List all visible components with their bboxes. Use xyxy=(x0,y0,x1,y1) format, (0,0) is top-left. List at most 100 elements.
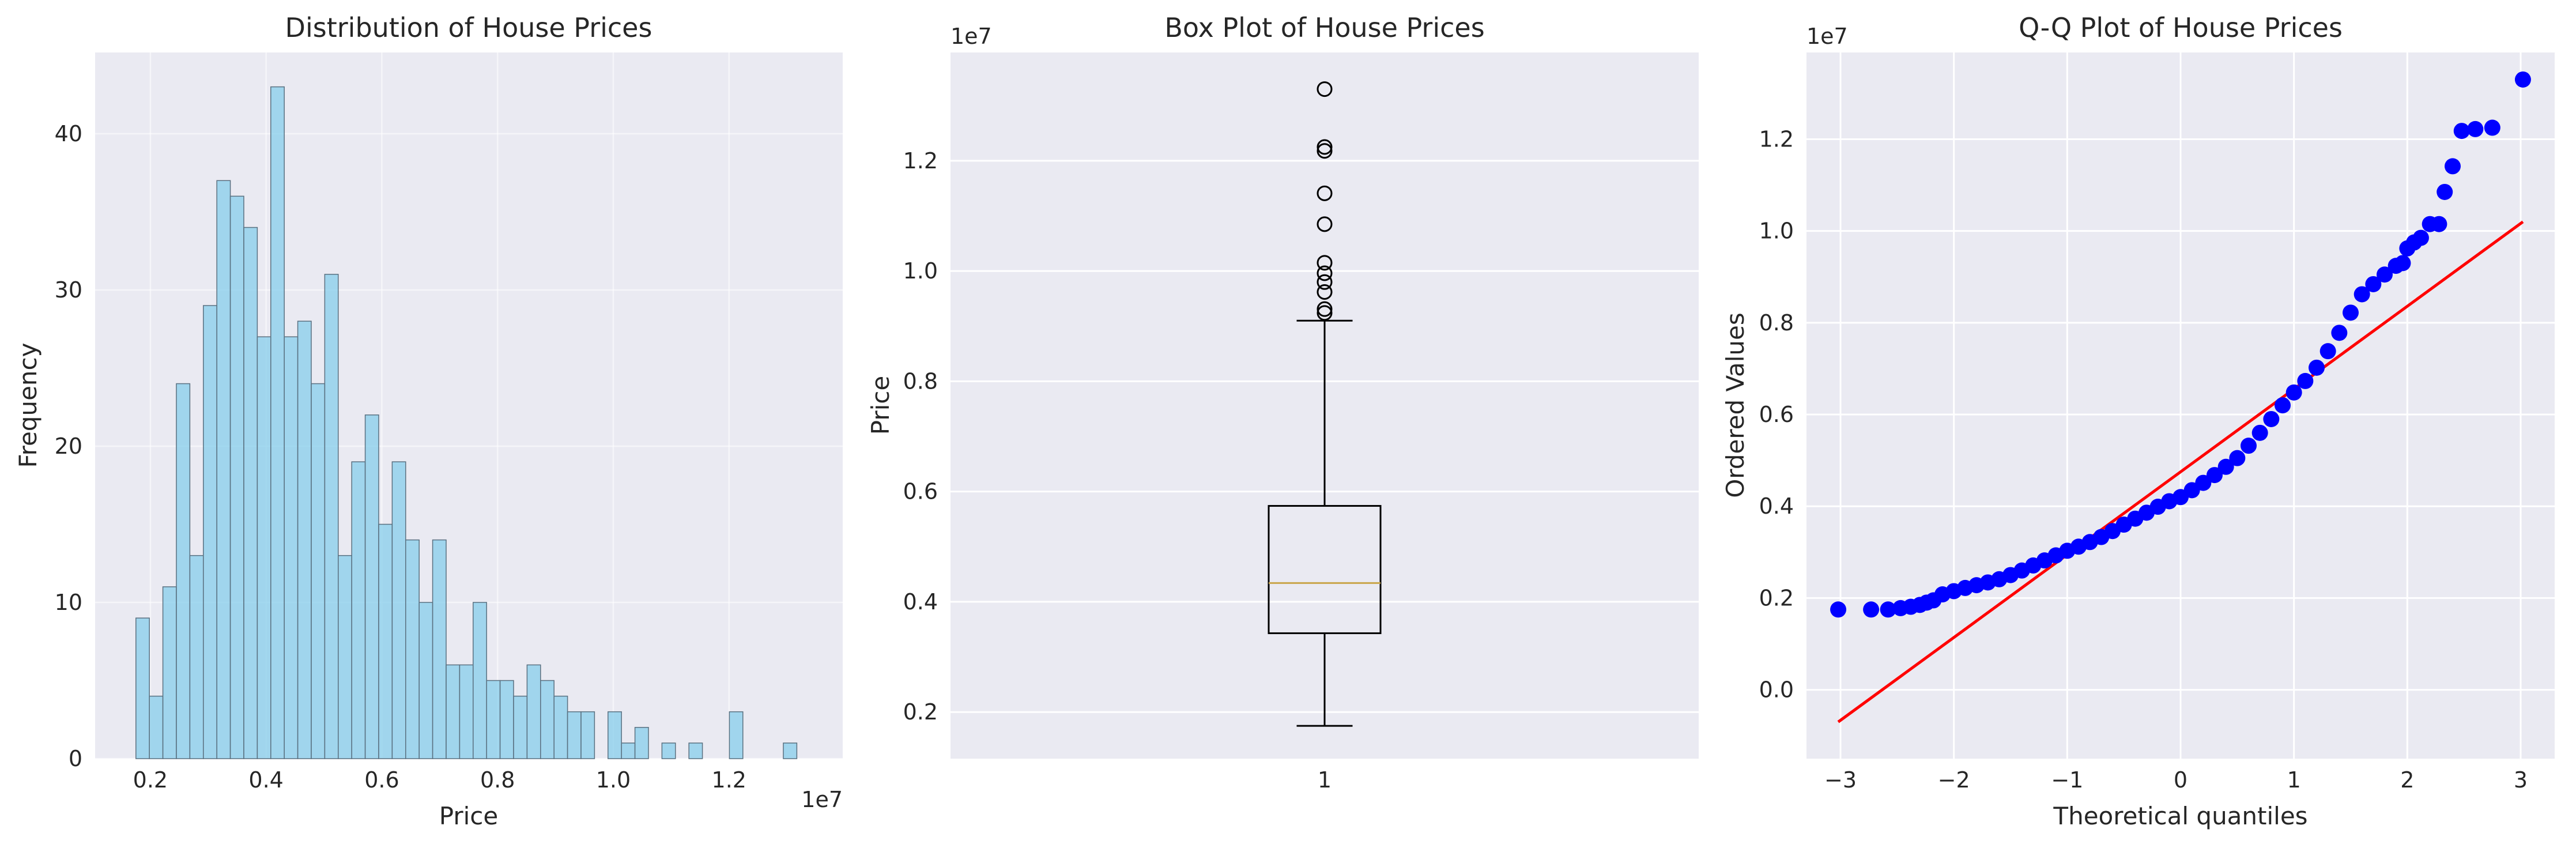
qq-data-point xyxy=(2319,343,2336,360)
qq-data-point xyxy=(2331,325,2348,341)
histogram-x-tick-label: 1.2 xyxy=(712,767,746,793)
histogram-bar xyxy=(405,539,420,759)
qq-x-ticks: −3 −2 −1 0 1 2 3 xyxy=(1824,767,2528,793)
histogram-bar xyxy=(661,743,676,759)
boxplot-title: Box Plot of House Prices xyxy=(1164,12,1484,43)
histogram-bar xyxy=(580,711,595,759)
histogram-bars xyxy=(135,86,798,759)
boxplot-y-ticks: 0.2 0.4 0.6 0.8 1.0 1.2 xyxy=(903,148,938,725)
histogram-bar xyxy=(338,555,352,759)
boxplot-y-tick-label: 1.2 xyxy=(903,148,938,174)
qq-data-point xyxy=(1863,601,1880,618)
qq-y-axis-label: Ordered Values xyxy=(1721,312,1749,498)
histogram-bar xyxy=(229,195,244,759)
histogram-x-tick-label: 0.4 xyxy=(248,767,283,793)
boxplot-outlier-point xyxy=(1317,305,1333,321)
boxplot-outlier-point xyxy=(1317,81,1333,97)
boxplot-outlier-point xyxy=(1317,216,1333,232)
qq-data-point xyxy=(2217,458,2234,475)
qq-x-tick-label: 1 xyxy=(2287,767,2301,793)
qq-data-point xyxy=(2431,216,2447,232)
boxplot-iqr-box xyxy=(1268,505,1382,634)
histogram-bar xyxy=(499,680,514,759)
histogram-bar xyxy=(311,383,326,759)
histogram-x-tick-label: 0.6 xyxy=(364,767,399,793)
qq-x-tick-label: −2 xyxy=(1938,767,1970,793)
histogram-bar xyxy=(351,461,366,759)
histogram-bar xyxy=(391,461,406,759)
qq-data-point xyxy=(2263,410,2280,427)
qq-y-tick-label: 0.6 xyxy=(1759,402,1794,427)
qq-x-tick-label: −3 xyxy=(1824,767,1857,793)
histogram-y-axis-label: Frequency xyxy=(14,343,42,468)
qq-x-tick-label: 0 xyxy=(2174,767,2187,793)
histogram-bar xyxy=(446,664,461,759)
histogram-bar xyxy=(135,617,150,759)
boxplot-outlier-point xyxy=(1317,139,1333,155)
qq-data-point xyxy=(2207,467,2223,484)
histogram-bar xyxy=(203,305,217,759)
qq-data-point xyxy=(2394,255,2411,272)
histogram-bar xyxy=(324,274,339,759)
histogram-y-tick-label: 40 xyxy=(55,121,82,146)
qq-y-tick-label: 1.0 xyxy=(1759,218,1794,244)
histogram-bar xyxy=(729,711,744,759)
qq-data-point xyxy=(2377,266,2393,283)
boxplot-outlier-point xyxy=(1317,185,1333,201)
histogram-x-tick-label: 0.8 xyxy=(480,767,515,793)
qq-fit-line-group xyxy=(1837,220,2524,723)
qq-data-point xyxy=(2412,229,2429,246)
qq-x-axis-label: Theoretical quantiles xyxy=(2053,802,2307,830)
histogram-bar xyxy=(257,336,271,759)
qq-data-point xyxy=(2365,276,2382,292)
qq-x-tick-label: −1 xyxy=(2051,767,2083,793)
qq-title: Q-Q Plot of House Prices xyxy=(2019,12,2343,43)
histogram-bar xyxy=(608,711,622,759)
qq-y-tick-label: 0.0 xyxy=(1759,677,1794,703)
qq-x-tick-label: 2 xyxy=(2400,767,2414,793)
boxplot-y-axis-label: Price xyxy=(866,376,895,435)
qq-data-point xyxy=(2343,304,2359,321)
histogram-y-tick-label: 30 xyxy=(55,277,82,303)
boxplot-outlier-point xyxy=(1317,255,1333,271)
histogram-bar xyxy=(473,602,487,759)
qq-data-point xyxy=(2195,474,2212,491)
boxplot-y-tick-label: 1.0 xyxy=(903,258,938,284)
histogram-bar xyxy=(216,180,231,759)
histogram-bar xyxy=(364,414,379,759)
qq-data-point xyxy=(2285,384,2302,401)
qq-data-point xyxy=(2445,158,2461,175)
histogram-y-tick-label: 10 xyxy=(55,590,82,615)
boxplot-x-ticks: 1 xyxy=(1318,767,1332,793)
histogram-y-tick-label: 0 xyxy=(69,746,82,771)
qq-data-point xyxy=(2309,359,2325,376)
histogram-bar xyxy=(189,555,204,759)
histogram-title: Distribution of House Prices xyxy=(285,12,653,43)
boxplot-outlier-point xyxy=(1317,265,1333,281)
histogram-bar xyxy=(418,602,433,759)
qq-data-point xyxy=(2514,71,2531,88)
histogram-bar xyxy=(162,586,177,759)
histogram-bar xyxy=(783,743,798,759)
boxplot-x-tick-label: 1 xyxy=(1318,767,1332,793)
histogram-bar xyxy=(297,321,312,759)
histogram-bar xyxy=(688,743,703,759)
qq-data-point xyxy=(1830,601,1847,618)
qq-data-point xyxy=(2453,123,2470,140)
boxplot-y-tick-label: 0.6 xyxy=(903,479,938,504)
histogram-bar xyxy=(526,664,541,759)
histogram-x-tick-label: 1.0 xyxy=(596,767,631,793)
boxplot-panel: 1 0.2 0.4 0.6 0.8 1.0 1.2 Box Plot of House P… xyxy=(866,12,1699,793)
boxplot-box xyxy=(1268,81,1382,727)
boxplot-outlier-point xyxy=(1317,301,1333,317)
histogram-bar xyxy=(553,695,568,759)
boxplot-y-offset-label: 1e7 xyxy=(951,24,992,49)
histogram-bar xyxy=(540,680,555,759)
histogram-bar xyxy=(486,680,501,759)
boxplot-outlier-point xyxy=(1317,284,1333,300)
histogram-x-ticks: 0.2 0.4 0.6 0.8 1.0 1.2 xyxy=(133,767,746,793)
qq-data-point xyxy=(2275,397,2291,414)
qq-data-point xyxy=(2241,438,2257,454)
histogram-bar xyxy=(243,227,258,759)
